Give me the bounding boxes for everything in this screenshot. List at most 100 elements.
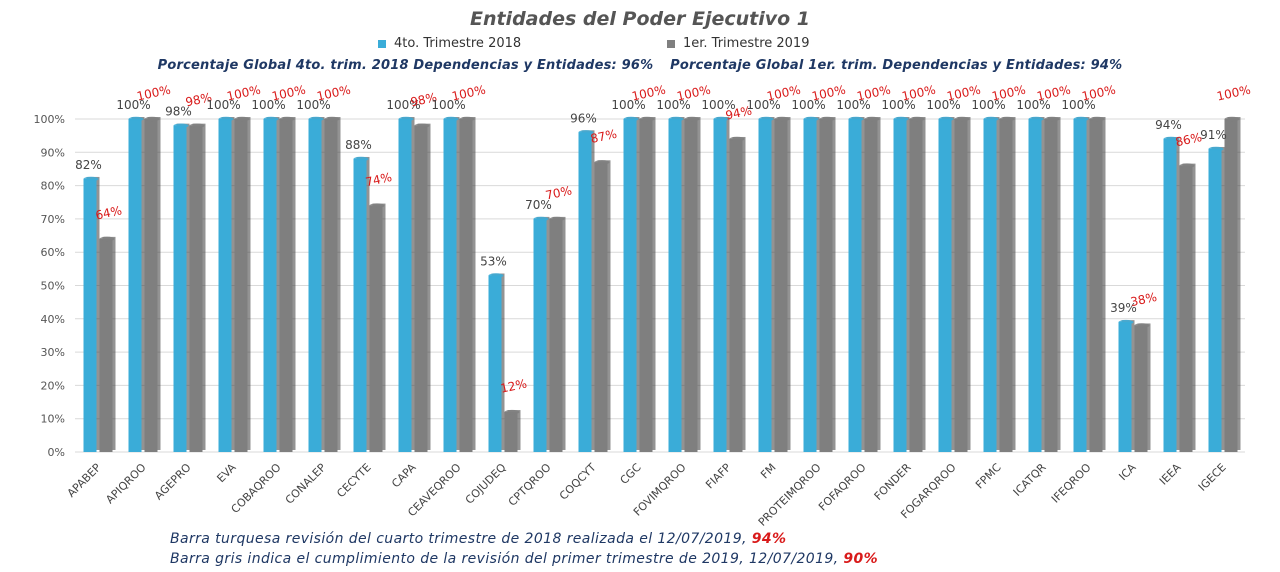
data-label-series1: 91% [1200,128,1227,142]
legend-swatch-series2 [667,39,675,48]
bar-series1-top [803,116,819,122]
bar-series2-top [1044,116,1060,122]
bar-series2-top [189,123,205,128]
x-tick-label: COJUDEQ [463,461,509,507]
footnote-series2-value: 90% [843,551,879,567]
subtitle-global-2019: Porcentaje Global 1er. trim. Dependencia… [670,58,1123,73]
bar-series2-top [1089,116,1105,122]
data-label-series2: 100% [765,83,801,104]
bar-series2 [774,119,788,452]
bar-series1-top [398,116,414,122]
x-tick-label: APABEP [65,461,104,500]
data-label-series1: 100% [836,98,870,112]
bar-series1 [533,218,547,452]
data-label-series2: 87% [589,127,618,146]
bar-series2 [189,125,203,452]
bar-series1-top [848,116,864,122]
bar-series1 [218,119,232,452]
bar-series2-top [639,116,655,122]
bar-series1-top [443,116,459,122]
bar-series2-top [279,116,295,122]
bar-series1 [1073,119,1087,452]
x-tick-label: CGC [618,461,644,487]
data-label-series2: 100% [135,83,171,104]
bar-series2-top [99,236,115,242]
bar-series2 [639,119,653,452]
bar-series1-top [938,116,954,122]
bar-series2 [909,119,923,452]
data-label-series2: 100% [630,83,666,104]
y-tick-label: 10% [41,413,65,426]
data-label-series2: 98% [184,90,213,109]
bar-series2-top [999,116,1015,122]
data-label-series1: 100% [881,98,915,112]
data-label-series2: 100% [1035,83,1071,104]
bar-series2 [549,218,563,452]
bar-series1-top [758,116,774,122]
data-label-series1: 82% [75,158,102,172]
bar-series2-top [234,116,250,122]
bar-series2 [99,238,113,452]
x-tick-label: CAPA [389,461,419,491]
data-label-series1: 39% [1110,301,1137,315]
bar-series2 [504,412,518,452]
data-label-series2: 100% [450,83,486,104]
bar-series2 [144,119,158,452]
bar-series2-top [459,116,475,122]
bar-series2 [279,119,293,452]
y-tick-label: 50% [41,280,65,293]
legend-swatch-series1 [378,39,386,48]
x-tick-label: FM [758,461,778,481]
bar-series1 [893,119,907,452]
x-tick-label: FPMC [973,461,1004,492]
bar-series1 [1118,322,1132,452]
bar-series2 [819,119,833,452]
bar-series2 [234,119,248,452]
bar-series1 [173,125,187,452]
bar-series2 [1134,325,1148,452]
bar-series1-top [893,116,909,122]
bar-series2-top [144,116,160,122]
legend-label-series2: 1er. Trimestre 2019 [683,36,810,51]
footnote-series2-text: Barra gris indica el cumplimiento de la … [170,551,844,567]
subtitle-global-2018: Porcentaje Global 4to. trim. 2018 Depend… [157,58,654,73]
data-label-series2: 12% [499,377,528,396]
data-label-series1: 100% [116,98,150,112]
bar-series2-top [774,116,790,122]
data-label-series1: 100% [251,98,285,112]
data-label-series1: 53% [480,255,507,269]
bar-series1 [353,158,367,452]
bar-series1 [263,119,277,452]
legend-label-series1: 4to. Trimestre 2018 [394,36,522,51]
data-label-series1: 98% [165,105,192,119]
x-tick-label: APIQROO [103,461,149,507]
bar-series1 [668,119,682,452]
bar-series2-top [1179,163,1195,168]
data-label-series2: 100% [810,83,846,104]
data-label-series2: 64% [94,203,123,222]
bar-series1 [443,119,457,452]
y-tick-label: 30% [41,346,65,359]
bar-series1 [578,132,592,452]
x-tick-label: AGEPRO [152,461,194,503]
data-label-series2: 74% [364,170,393,189]
y-tick-label: 40% [41,313,65,326]
bar-series1 [1208,148,1222,452]
data-label-series2: 94% [724,103,753,122]
data-label-series1: 100% [206,98,240,112]
data-label-series1: 100% [1061,98,1095,112]
bar-series2 [1179,165,1193,452]
bar-series1 [1028,119,1042,452]
data-label-series1: 100% [926,98,960,112]
data-label-series1: 96% [570,111,597,125]
data-label-series2: 100% [855,83,891,104]
chart-title: Entidades del Poder Ejecutivo 1 [469,8,811,30]
bar-series2-top [729,136,745,142]
bar-series1-top [578,130,594,135]
bar-series1 [938,119,952,452]
x-tick-label: CONALEP [283,461,329,507]
bar-series1 [848,119,862,452]
bar-series2 [999,119,1013,452]
y-tick-label: 70% [41,213,65,226]
data-label-series1: 100% [431,98,465,112]
